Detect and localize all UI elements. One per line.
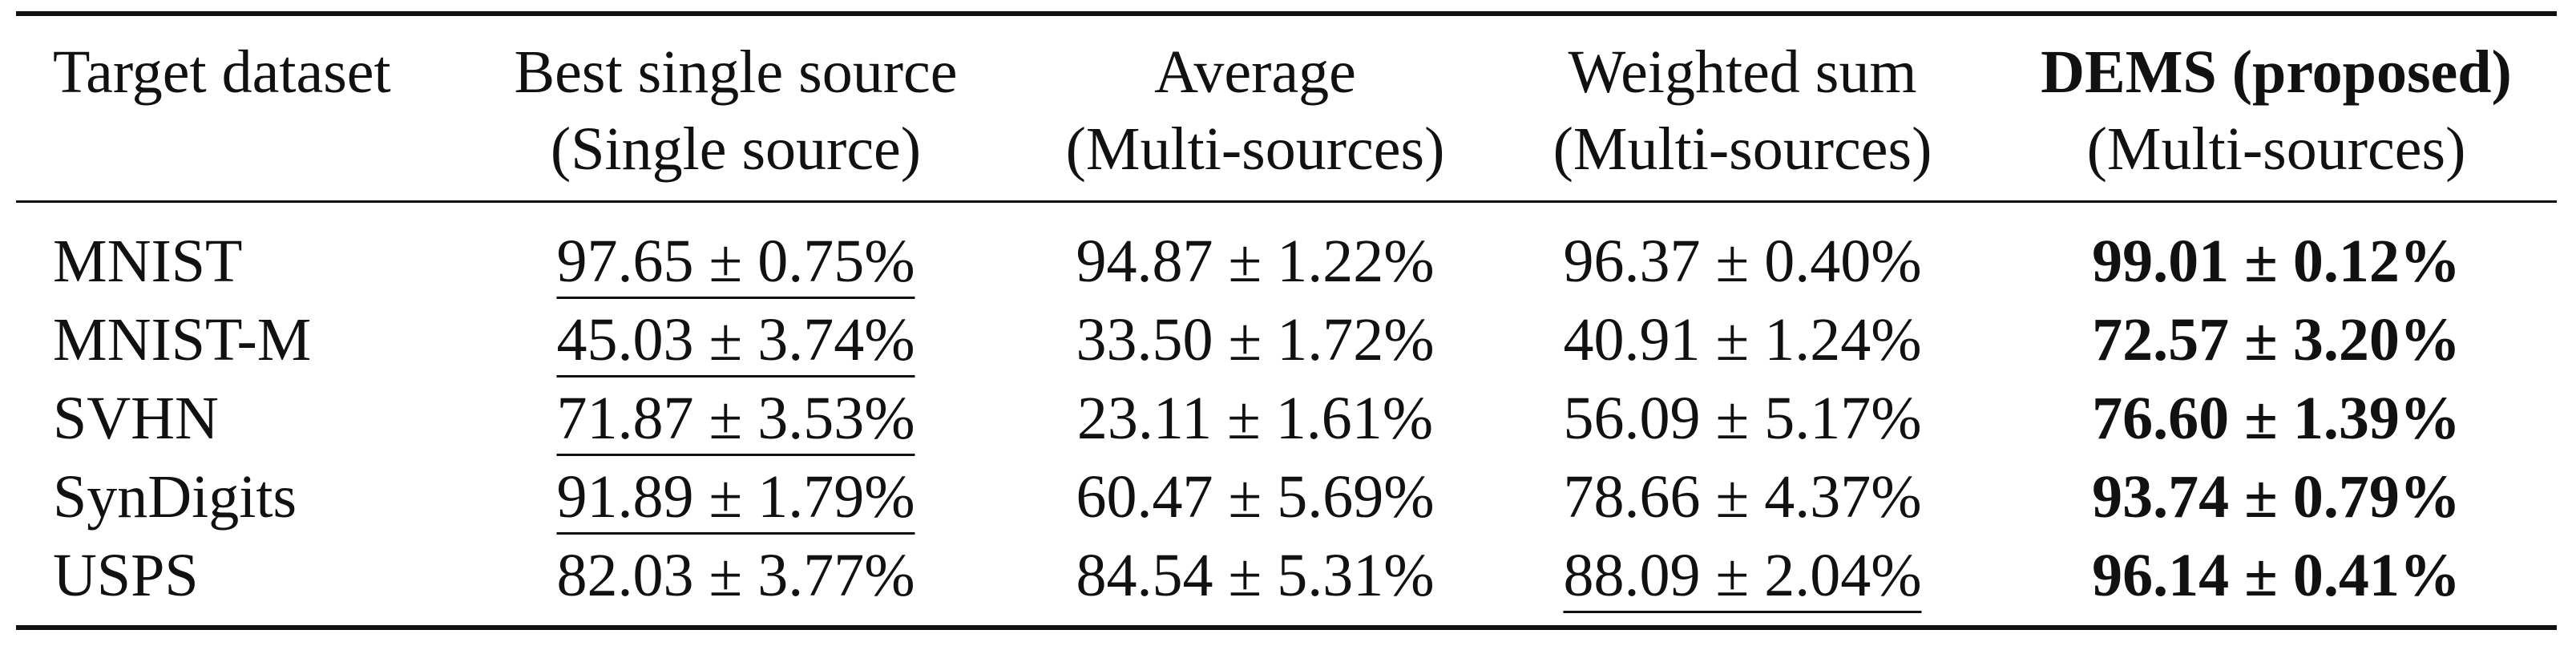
table-row-usps-best-single: 82.03 ± 3.77% bbox=[556, 542, 915, 609]
table-row-mnist-average: 94.87 ± 1.22% bbox=[1076, 228, 1435, 295]
table-row-mnist-m-dataset: MNIST-M bbox=[53, 306, 312, 373]
table-row-syndigits-dems: 93.74 ± 0.79% bbox=[2092, 463, 2461, 531]
table-row-mnist-dataset: MNIST bbox=[53, 228, 243, 295]
cell-value: 91.89 ± 1.79% bbox=[556, 463, 915, 535]
table-row-mnist-weighted-sum: 96.37 ± 0.40% bbox=[1563, 228, 1922, 295]
header-weighted-sum-line2: (Multi-sources) bbox=[1552, 115, 1932, 183]
table-row-usps-dataset: USPS bbox=[53, 542, 199, 609]
table-row-mnist-m-average: 33.50 ± 1.72% bbox=[1076, 306, 1435, 373]
table-row-mnist-best-single: 97.65 ± 0.75% bbox=[556, 223, 915, 300]
table-row-svhn-best-single: 71.87 ± 3.53% bbox=[556, 380, 915, 457]
table-row-syndigits-dataset: SynDigits bbox=[53, 463, 297, 531]
table-row-svhn-dems: 76.60 ± 1.39% bbox=[2092, 385, 2461, 452]
table-row-syndigits-best-single: 91.89 ± 1.79% bbox=[556, 458, 915, 535]
table-row-syndigits-average: 60.47 ± 5.69% bbox=[1076, 463, 1435, 531]
header-best-single-source-line2: (Single source) bbox=[550, 115, 922, 183]
header-average-line2: (Multi-sources) bbox=[1065, 115, 1445, 183]
header-dems: DEMS (proposed) (Multi-sources) bbox=[2041, 34, 2512, 188]
header-average: Average (Multi-sources) bbox=[1066, 34, 1445, 188]
table-row-mnist-m-weighted-sum: 40.91 ± 1.24% bbox=[1563, 306, 1922, 373]
header-dems-line1: DEMS (proposed) bbox=[2041, 38, 2512, 106]
header-target-dataset: Target dataset bbox=[53, 34, 391, 111]
cell-value: 45.03 ± 3.74% bbox=[556, 306, 915, 378]
table-row-svhn-weighted-sum: 56.09 ± 5.17% bbox=[1563, 385, 1922, 452]
cell-value: 88.09 ± 2.04% bbox=[1563, 542, 1922, 613]
header-weighted-sum-line1: Weighted sum bbox=[1568, 38, 1917, 106]
table-row-syndigits-weighted-sum: 78.66 ± 4.37% bbox=[1563, 463, 1922, 531]
header-best-single-source: Best single source (Single source) bbox=[514, 34, 957, 188]
header-target-dataset-line1: Target dataset bbox=[53, 38, 391, 106]
header-dems-line2: (Multi-sources) bbox=[2086, 115, 2466, 183]
table-row-usps-average: 84.54 ± 5.31% bbox=[1076, 542, 1435, 609]
header-rule bbox=[16, 200, 2557, 203]
header-best-single-source-line1: Best single source bbox=[514, 38, 958, 106]
table-row-usps-dems: 96.14 ± 0.41% bbox=[2092, 542, 2461, 609]
table-row-usps-weighted-sum: 88.09 ± 2.04% bbox=[1563, 537, 1922, 614]
table-row-mnist-dems: 99.01 ± 0.12% bbox=[2092, 228, 2461, 295]
table-row-svhn-dataset: SVHN bbox=[53, 385, 219, 452]
table-row-mnist-m-best-single: 45.03 ± 3.74% bbox=[556, 301, 915, 378]
bottom-rule bbox=[16, 625, 2557, 630]
cell-value: 71.87 ± 3.53% bbox=[556, 385, 915, 456]
top-rule bbox=[16, 11, 2557, 16]
header-weighted-sum: Weighted sum (Multi-sources) bbox=[1553, 34, 1932, 188]
table-row-svhn-average: 23.11 ± 1.61% bbox=[1076, 385, 1434, 452]
cell-value: 97.65 ± 0.75% bbox=[556, 228, 915, 299]
header-average-line1: Average bbox=[1154, 38, 1356, 106]
table-row-mnist-m-dems: 72.57 ± 3.20% bbox=[2092, 306, 2461, 373]
